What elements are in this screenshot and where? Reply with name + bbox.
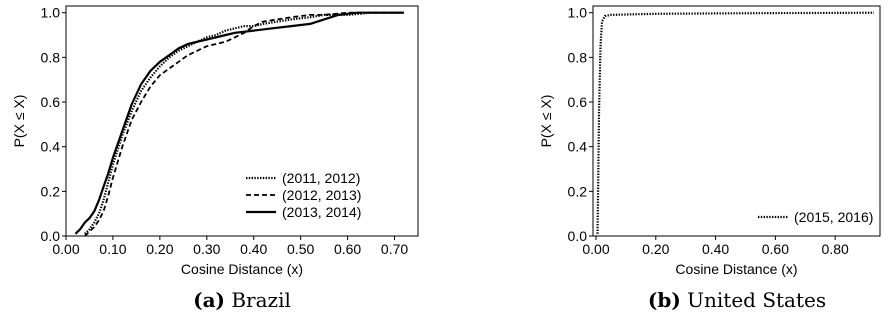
legend-label-1: (2012, 2013) [282, 187, 361, 203]
x-tick-label: 0.40 [702, 241, 729, 257]
y-tick-label: 0.8 [41, 49, 61, 65]
panel-caption: (b) United States [648, 288, 826, 312]
x-tick-label: 0.40 [240, 241, 267, 257]
y-tick-label: 0.0 [568, 228, 588, 244]
series-line-0 [596, 11, 875, 234]
y-tick-label: 0.4 [41, 139, 61, 155]
series-line-2 [74, 11, 404, 235]
y-axis-label: P(X ≤ X) [11, 95, 27, 148]
plot-frame [65, 5, 419, 237]
x-tick-label: 0.50 [287, 241, 314, 257]
x-tick-label: 0.00 [582, 241, 609, 257]
plot-frame [592, 5, 881, 237]
x-axis-label: Cosine Distance (x) [181, 261, 303, 277]
x-tick-label: 0.00 [52, 241, 79, 257]
y-tick-label: 0.2 [41, 183, 61, 199]
legend-label-2: (2013, 2014) [282, 204, 361, 220]
x-tick-label: 0.80 [822, 241, 849, 257]
y-tick-label: 1.0 [41, 5, 61, 21]
x-tick-label: 0.60 [334, 241, 361, 257]
legend-label-0: (2015, 2016) [794, 209, 873, 225]
y-axis-label: P(X ≤ X) [538, 95, 554, 148]
x-tick-label: 0.30 [193, 241, 220, 257]
y-tick-label: 0.4 [568, 139, 588, 155]
caption-title: United States [681, 288, 826, 312]
panel-brazil: 0.0 0.2 0.4 0.6 0.8 1.0 0.00 0.10 0.20 0.30 0.40 0.… [11, 5, 419, 312]
y-tick-label: 1.0 [568, 5, 588, 21]
panel-caption: (a) Brazil [193, 288, 291, 312]
x-tick-label: 0.60 [762, 241, 789, 257]
y-tick-label: 0.6 [568, 94, 588, 110]
y-tick-label: 0.2 [568, 183, 588, 199]
series-line-1 [84, 11, 404, 237]
caption-title: Brazil [225, 288, 291, 312]
legend-label-0: (2011, 2012) [282, 170, 360, 186]
x-tick-label: 0.10 [99, 241, 126, 257]
y-tick-label: 0.8 [568, 49, 588, 65]
caption-tag: (b) [648, 288, 681, 312]
x-tick-label: 0.20 [642, 241, 669, 257]
caption-tag: (a) [193, 288, 225, 312]
panel-united-states: 0.0 0.2 0.4 0.6 0.8 1.0 0.00 0.20 0.40 0.60 0.80 Co… [538, 5, 881, 312]
series-line-0 [84, 11, 404, 235]
y-tick-label: 0.6 [41, 94, 61, 110]
y-tick-label: 0.0 [41, 228, 61, 244]
x-tick-label: 0.70 [381, 241, 408, 257]
x-axis-label: Cosine Distance (x) [675, 261, 797, 277]
x-tick-label: 0.20 [146, 241, 173, 257]
